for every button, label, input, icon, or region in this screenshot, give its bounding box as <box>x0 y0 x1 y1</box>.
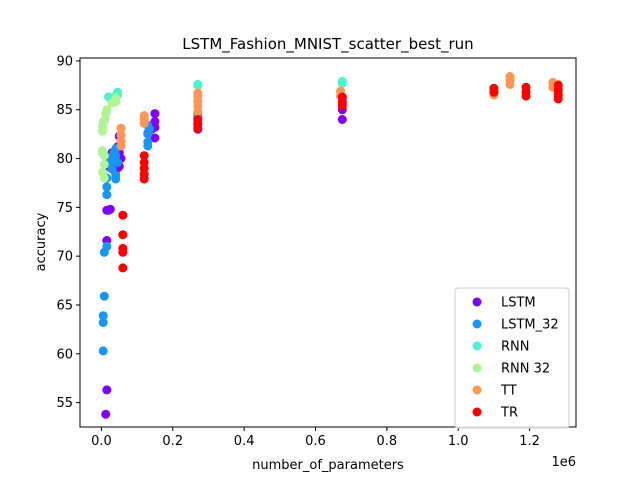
y-tick-label: 85 <box>56 103 73 118</box>
legend-marker <box>472 363 482 373</box>
point-rnn-32-8 <box>99 151 109 161</box>
point-lstm-32-2 <box>98 311 108 321</box>
x-tick-label: 0.6 <box>305 434 326 449</box>
x-tick-label: 0.2 <box>162 434 183 449</box>
point-tr-12 <box>193 115 203 124</box>
point-tr-9 <box>139 151 149 161</box>
point-lstm-32-5 <box>102 241 112 251</box>
point-lstm-0 <box>101 409 111 419</box>
y-tick-label: 55 <box>56 396 73 411</box>
point-lstm-1 <box>102 385 112 395</box>
point-tr-4 <box>118 210 128 220</box>
x-tick-label: 0.8 <box>377 434 398 449</box>
point-tr-24 <box>553 80 563 90</box>
point-tr-3 <box>118 230 128 240</box>
legend-label: RNN <box>501 340 529 355</box>
legend-label: RNN 32 <box>501 362 550 377</box>
point-tt-6 <box>139 111 149 121</box>
legend: LSTM LSTM_32 RNN RNN 32 TT TR <box>454 287 570 429</box>
legend-label: TR <box>500 406 518 421</box>
plot-frame <box>79 57 577 428</box>
x-tick-label: 1.0 <box>448 434 469 449</box>
x-axis: 0.0 0.2 0.4 0.6 0.8 1.0 1.2 <box>91 427 540 449</box>
y-tick-label: 90 <box>56 54 73 69</box>
point-lstm-21 <box>150 109 160 119</box>
data-marks <box>98 72 563 419</box>
x-tick-label: 0.0 <box>91 434 112 449</box>
point-lstm-32-18 <box>109 148 119 158</box>
point-lstm-32-6 <box>102 190 112 200</box>
legend-label: LSTM_32 <box>501 318 559 333</box>
chart-title: LSTM_Fashion_MNIST_scatter_best_run <box>182 35 473 54</box>
point-rnn-9 <box>337 76 347 86</box>
point-tt-11 <box>193 88 203 98</box>
point-lstm-32-15 <box>113 158 122 167</box>
x-tick-label: 0.4 <box>234 434 255 449</box>
point-lstm-20 <box>150 117 160 126</box>
point-rnn-32-7 <box>99 159 109 169</box>
point-lstm-28 <box>337 115 347 124</box>
point-tt-2 <box>116 130 126 140</box>
point-tr-2 <box>118 243 128 253</box>
y-tick-label: 65 <box>56 298 73 313</box>
point-lstm-18 <box>150 133 160 143</box>
point-lstm-32-20 <box>143 137 153 147</box>
y-tick-label: 80 <box>56 152 73 167</box>
x-axis-label: number_of_parameters <box>252 458 404 473</box>
point-tr-0 <box>118 263 128 273</box>
x-tick-label: 1.2 <box>519 434 540 449</box>
point-lstm-32-7 <box>102 182 112 192</box>
legend-label: TT <box>500 384 517 399</box>
point-tt-19 <box>505 72 515 81</box>
y-tick-label: 60 <box>56 347 73 362</box>
legend-marker <box>472 341 482 351</box>
legend-marker <box>472 319 482 329</box>
point-tt-3 <box>116 123 126 133</box>
y-axis-label: accuracy <box>34 212 49 271</box>
point-lstm-32-14 <box>111 170 121 180</box>
point-rnn-32-11 <box>102 105 112 115</box>
y-axis: 55 60 65 70 75 80 85 90 <box>56 54 80 411</box>
point-tr-15 <box>337 92 347 102</box>
legend-marker <box>472 297 482 307</box>
legend-marker <box>472 385 482 395</box>
legend-label: LSTM <box>501 296 536 311</box>
point-rnn-7 <box>193 79 203 89</box>
point-lstm-32-3 <box>99 291 109 301</box>
y-tick-label: 75 <box>56 201 73 216</box>
point-tr-8 <box>139 158 149 167</box>
point-rnn-32-14 <box>111 93 121 103</box>
point-tr-20 <box>521 82 531 92</box>
point-lstm-5 <box>105 204 115 214</box>
point-rnn-32-6 <box>99 173 109 183</box>
legend-marker <box>472 407 482 417</box>
y-tick-label: 70 <box>56 250 73 265</box>
point-lstm-32-1 <box>98 318 108 327</box>
point-lstm-32-0 <box>98 346 108 356</box>
x-axis-offset-label: 1e6 <box>551 455 576 470</box>
point-tr-17 <box>489 83 499 93</box>
legend-box <box>454 287 570 429</box>
